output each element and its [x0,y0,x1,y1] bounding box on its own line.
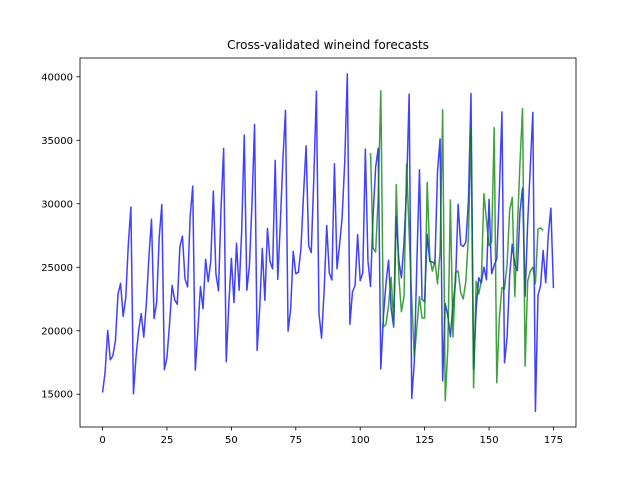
series-line-2 [369,90,544,402]
x-tick-label: 25 [161,435,174,446]
y-tick-label: 35000 [41,136,73,147]
y-tick-label: 40000 [41,72,73,83]
y-axis: 15000 20000 25000 30000 35000 40000 [41,72,80,401]
plot-frame [79,57,577,428]
y-tick-label: 25000 [41,263,73,274]
x-tick-label: 175 [544,435,563,446]
x-tick-label: 0 [99,435,105,446]
series-line-1 [101,73,555,413]
y-tick-label: 30000 [41,199,73,210]
x-tick-label: 75 [289,435,302,446]
x-tick-label: 125 [415,435,434,446]
chart-title: Cross-validated wineind forecasts [227,38,429,52]
x-tick-label: 150 [479,435,498,446]
x-tick-label: 50 [225,435,238,446]
y-tick-label: 15000 [41,390,73,401]
x-tick-label: 100 [351,435,370,446]
x-axis: 0 25 50 75 100 125 150 175 [99,427,563,446]
series-layer [101,73,555,413]
y-tick-label: 20000 [41,326,73,337]
